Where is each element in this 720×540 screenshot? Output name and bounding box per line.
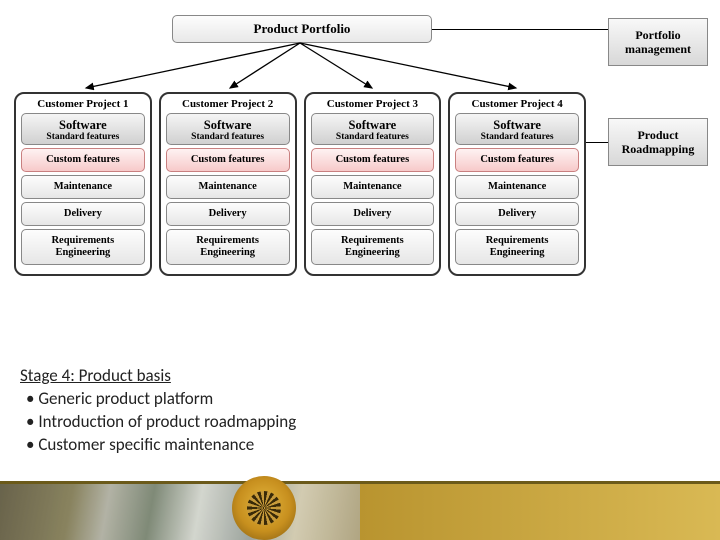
software-label: Software: [204, 118, 252, 132]
col-header: Customer Project 1: [16, 98, 150, 110]
custom-features-cell: Custom features: [21, 148, 145, 172]
footer-bullet: Generic product platform: [26, 388, 296, 411]
delivery-cell: Delivery: [455, 202, 579, 226]
software-label: Software: [493, 118, 541, 132]
project-columns: Customer Project 1 Software Standard fea…: [14, 92, 586, 276]
bar-gold: [350, 484, 720, 540]
maintenance-cell: Maintenance: [21, 175, 145, 199]
software-label: Software: [349, 118, 397, 132]
col-header: Customer Project 2: [161, 98, 295, 110]
custom-features-cell: Custom features: [311, 148, 435, 172]
footer-bullet: Introduction of product roadmapping: [26, 411, 296, 434]
requirements-cell: Requirements Engineering: [166, 229, 290, 265]
product-portfolio-box: Product Portfolio: [172, 15, 432, 43]
footer-title: Stage 4: Product basis: [20, 365, 296, 388]
project-col-3: Customer Project 3 Software Standard fea…: [304, 92, 442, 276]
software-cell: Software Standard features: [166, 113, 290, 145]
delivery-cell: Delivery: [166, 202, 290, 226]
software-sub: Standard features: [24, 132, 142, 142]
col-header: Customer Project 3: [306, 98, 440, 110]
software-sub: Standard features: [169, 132, 287, 142]
connector-cols-to-roadmap: [584, 142, 608, 143]
project-col-1: Customer Project 1 Software Standard fea…: [14, 92, 152, 276]
maintenance-cell: Maintenance: [166, 175, 290, 199]
software-cell: Software Standard features: [21, 113, 145, 145]
logo-icon: [232, 476, 296, 540]
footer-bullet: Customer specific maintenance: [26, 434, 296, 457]
custom-features-cell: Custom features: [166, 148, 290, 172]
software-cell: Software Standard features: [455, 113, 579, 145]
requirements-cell: Requirements Engineering: [455, 229, 579, 265]
connector-portfolio-to-mgmt: [432, 29, 608, 30]
project-col-4: Customer Project 4 Software Standard fea…: [448, 92, 586, 276]
bottom-bar: [0, 478, 720, 540]
footer-text: Stage 4: Product basis Generic product p…: [20, 365, 296, 457]
maintenance-cell: Maintenance: [311, 175, 435, 199]
maintenance-cell: Maintenance: [455, 175, 579, 199]
requirements-cell: Requirements Engineering: [311, 229, 435, 265]
requirements-cell: Requirements Engineering: [21, 229, 145, 265]
delivery-cell: Delivery: [21, 202, 145, 226]
software-label: Software: [59, 118, 107, 132]
footer-bullets: Generic product platform Introduction of…: [20, 388, 296, 457]
delivery-cell: Delivery: [311, 202, 435, 226]
software-sub: Standard features: [458, 132, 576, 142]
portfolio-management-box: Portfolio management: [608, 18, 708, 66]
software-sub: Standard features: [314, 132, 432, 142]
project-col-2: Customer Project 2 Software Standard fea…: [159, 92, 297, 276]
custom-features-cell: Custom features: [455, 148, 579, 172]
software-cell: Software Standard features: [311, 113, 435, 145]
bar-photo: [0, 484, 360, 540]
col-header: Customer Project 4: [450, 98, 584, 110]
product-roadmapping-box: Product Roadmapping: [608, 118, 708, 166]
